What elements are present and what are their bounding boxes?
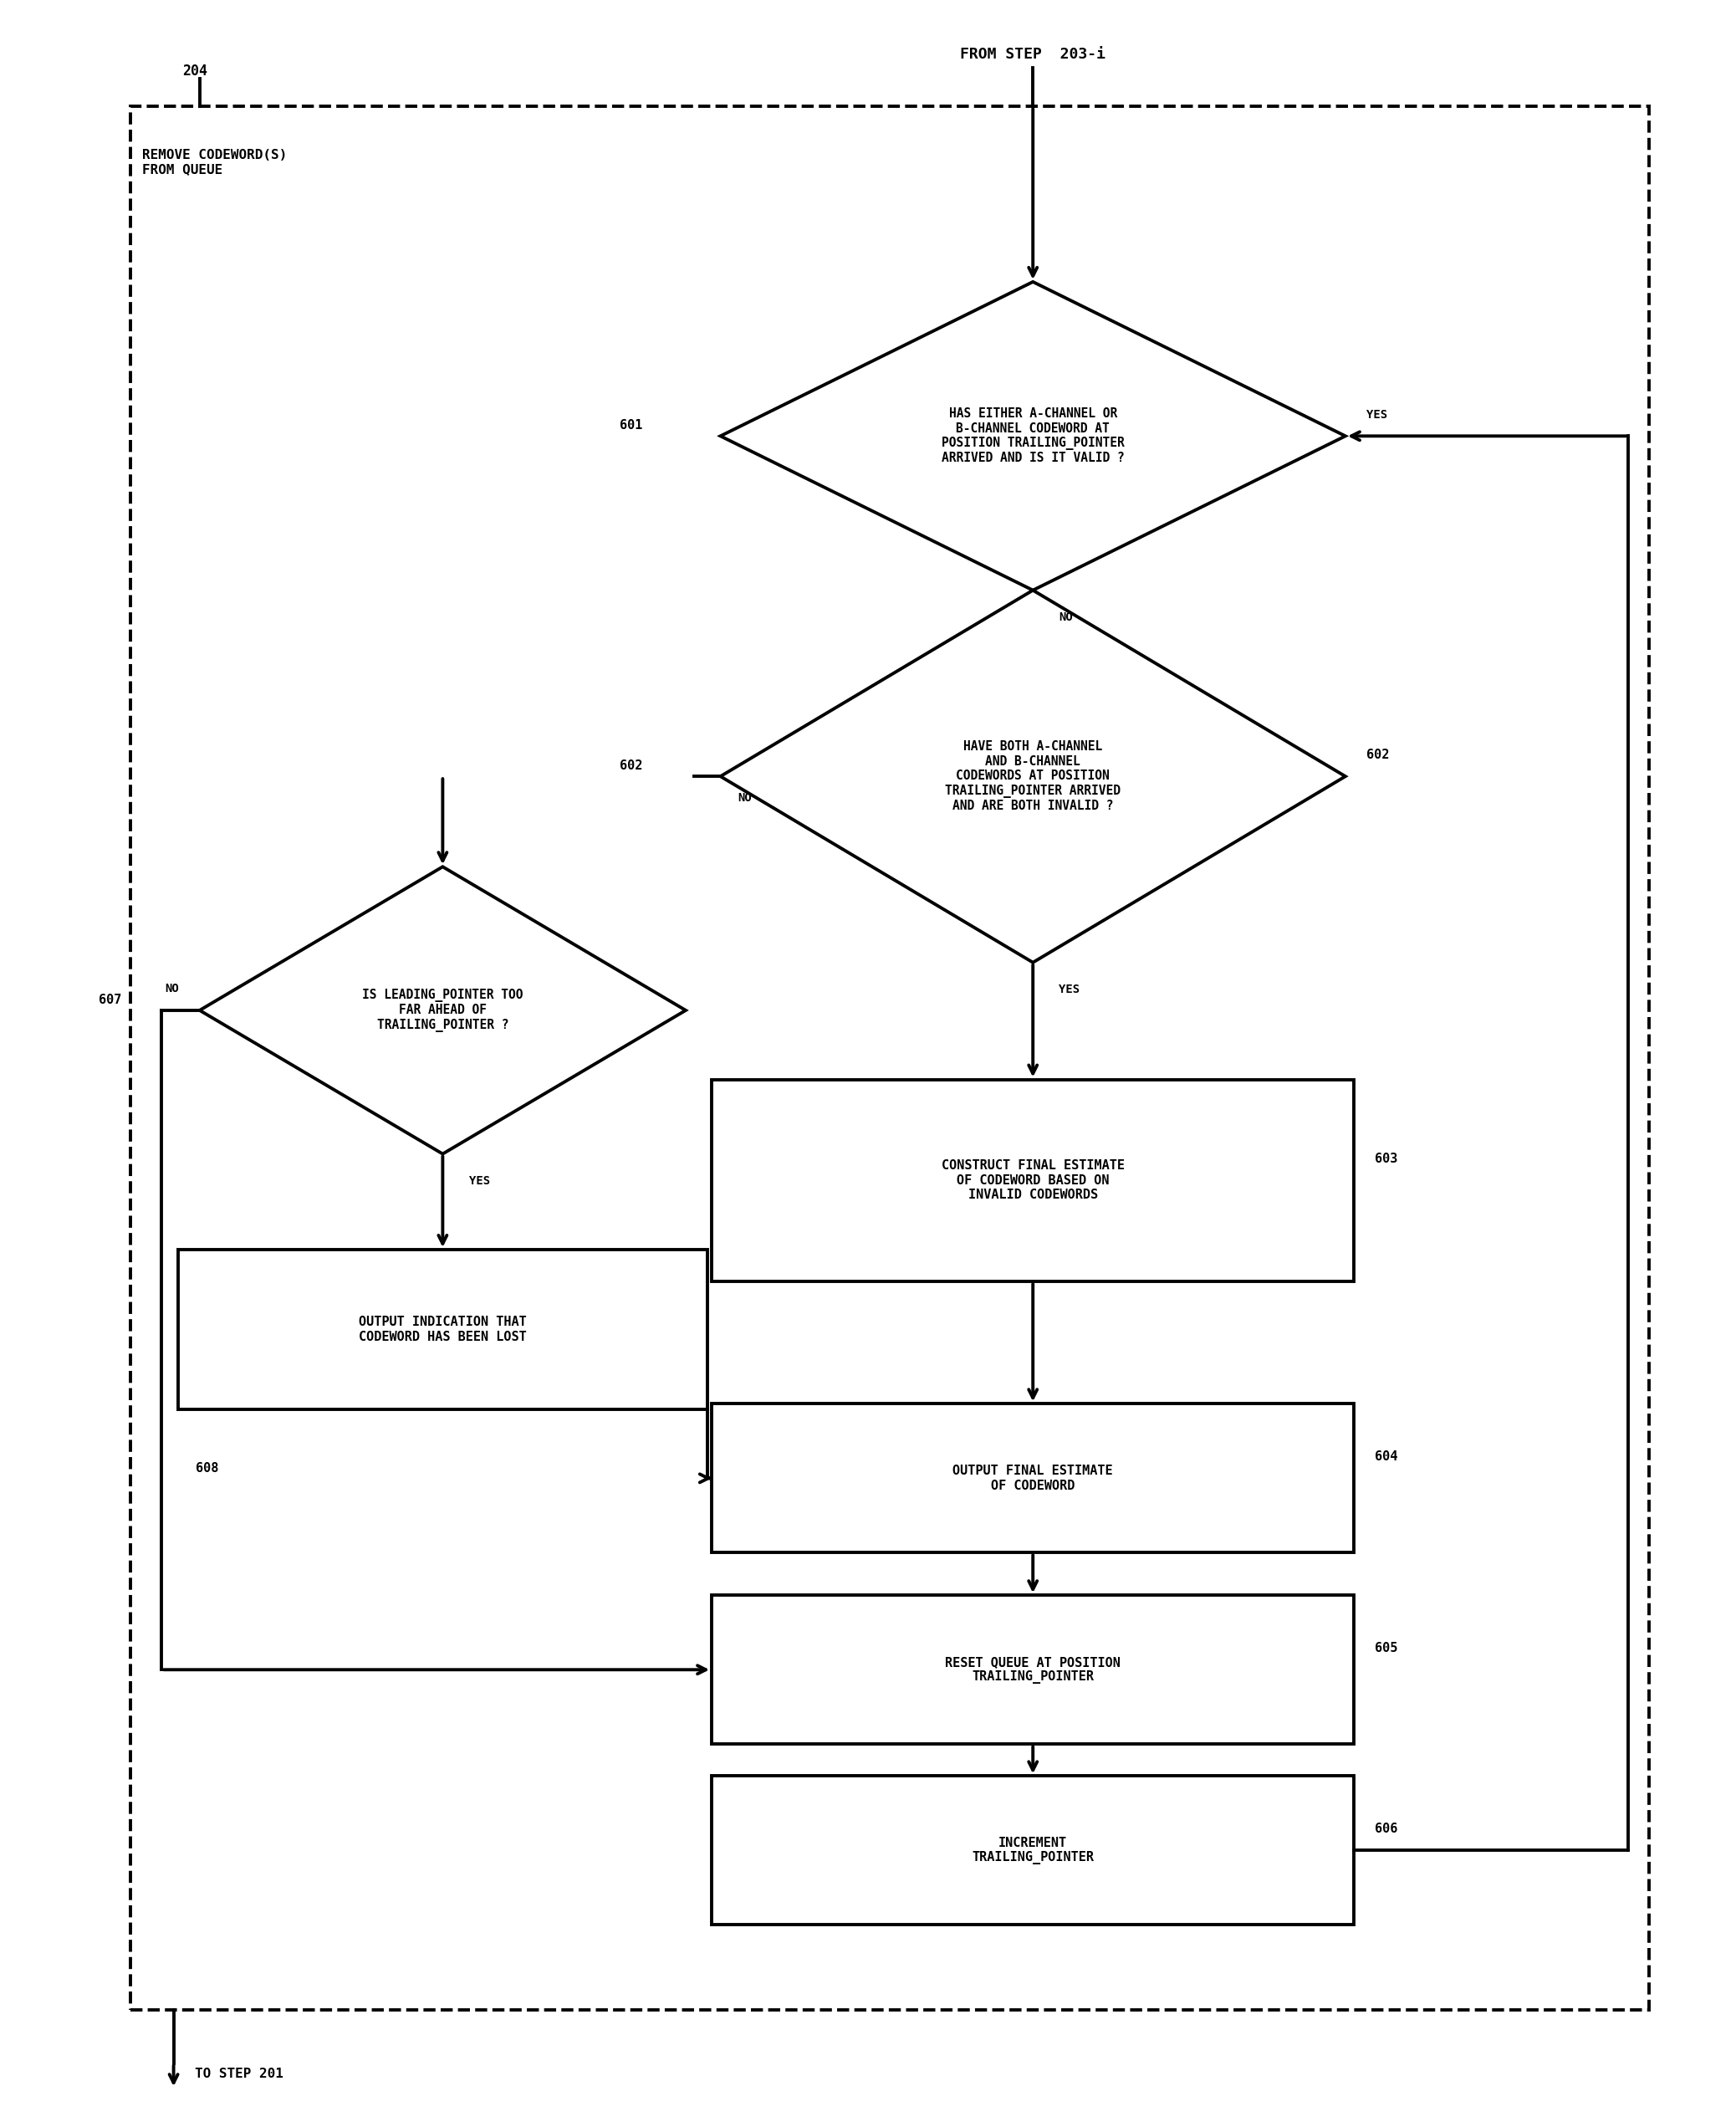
Text: 605: 605 [1375,1642,1397,1655]
Polygon shape [200,868,686,1153]
Polygon shape [720,281,1345,589]
Text: NO: NO [1059,613,1073,623]
Text: RESET QUEUE AT POSITION
TRAILING_POINTER: RESET QUEUE AT POSITION TRAILING_POINTER [944,1655,1121,1685]
Text: 608: 608 [194,1463,219,1474]
Text: 602: 602 [1366,749,1389,761]
Text: YES: YES [469,1174,490,1187]
Text: OUTPUT INDICATION THAT
CODEWORD HAS BEEN LOST: OUTPUT INDICATION THAT CODEWORD HAS BEEN… [359,1317,526,1342]
Text: HAVE BOTH A-CHANNEL
AND B-CHANNEL
CODEWORDS AT POSITION
TRAILING_POINTER ARRIVED: HAVE BOTH A-CHANNEL AND B-CHANNEL CODEWO… [944,740,1121,813]
Text: OUTPUT FINAL ESTIMATE
OF CODEWORD: OUTPUT FINAL ESTIMATE OF CODEWORD [953,1466,1113,1491]
Text: YES: YES [1059,983,1080,995]
Bar [712,1404,1354,1553]
Text: REMOVE CODEWORD(S)
FROM QUEUE: REMOVE CODEWORD(S) FROM QUEUE [142,149,286,177]
Text: TO STEP 201: TO STEP 201 [194,2067,283,2080]
Text: 603: 603 [1375,1153,1397,1166]
Text: 604: 604 [1375,1451,1397,1463]
Text: IS LEADING_POINTER TOO
FAR AHEAD OF
TRAILING_POINTER ?: IS LEADING_POINTER TOO FAR AHEAD OF TRAI… [363,989,523,1032]
Text: HAS EITHER A-CHANNEL OR
B-CHANNEL CODEWORD AT
POSITION TRAILING_POINTER
ARRIVED : HAS EITHER A-CHANNEL OR B-CHANNEL CODEWO… [941,408,1125,464]
Text: 602: 602 [620,759,642,772]
Text: 204: 204 [182,64,207,79]
Polygon shape [720,589,1345,961]
Bar [179,1249,707,1408]
Bar [712,1595,1354,1744]
Text: CONSTRUCT FINAL ESTIMATE
OF CODEWORD BASED ON
INVALID CODEWORDS: CONSTRUCT FINAL ESTIMATE OF CODEWORD BAS… [941,1159,1125,1202]
Text: YES: YES [1366,408,1387,421]
Text: 601: 601 [620,419,642,432]
Text: FROM STEP  203-i: FROM STEP 203-i [960,47,1106,62]
Text: 606: 606 [1375,1823,1397,1836]
Text: INCREMENT
TRAILING_POINTER: INCREMENT TRAILING_POINTER [972,1836,1094,1865]
Text: NO: NO [738,791,752,804]
Bar [712,1078,1354,1280]
Bar [712,1776,1354,1925]
Text: 607: 607 [99,993,122,1006]
Text: NO: NO [165,983,179,995]
